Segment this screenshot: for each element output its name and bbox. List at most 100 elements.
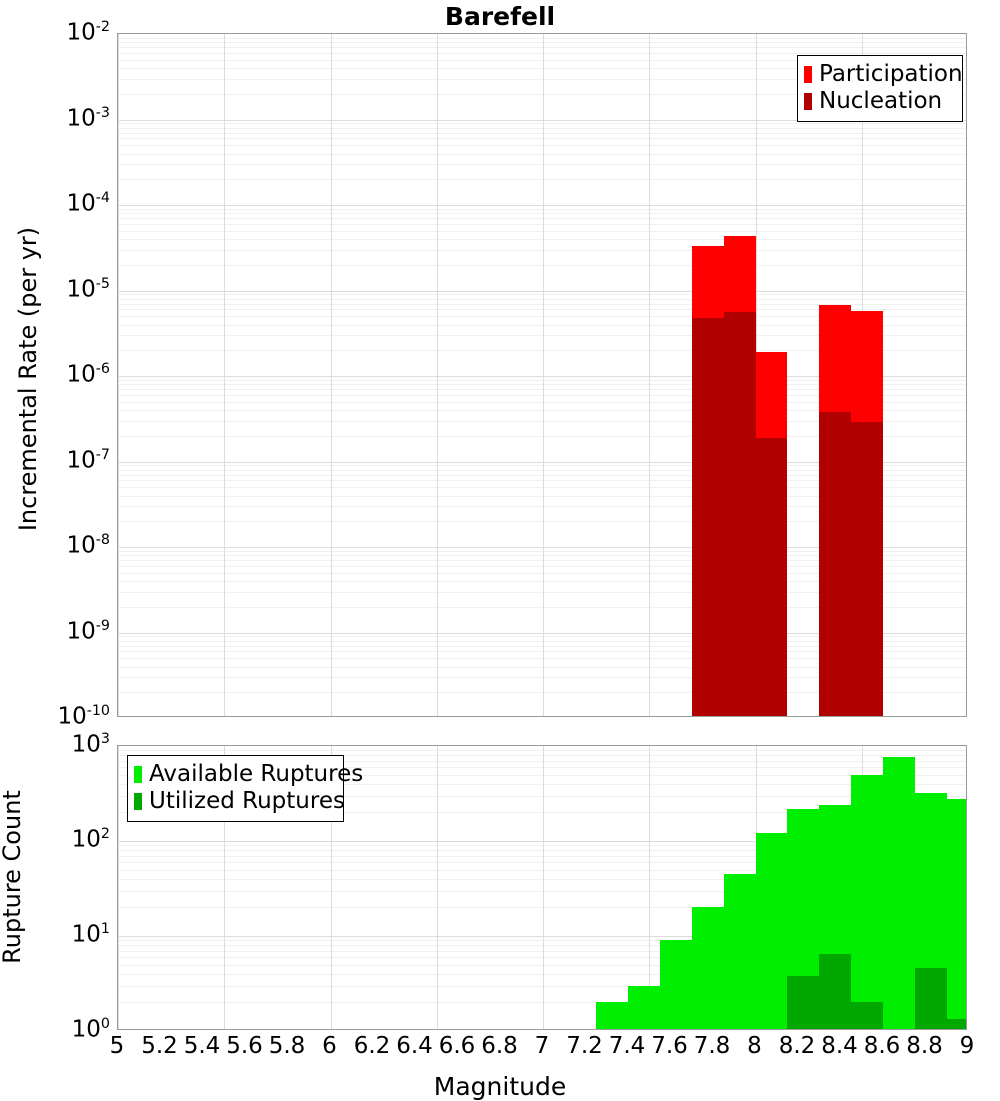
gridline-horizontal xyxy=(118,133,966,134)
x-axis-title: Magnitude xyxy=(0,1072,1000,1101)
gridline-horizontal xyxy=(118,239,966,240)
gridline-horizontal xyxy=(118,294,966,295)
gridline-vertical xyxy=(118,34,119,716)
x-tick: 7.8 xyxy=(694,1035,731,1058)
incremental-rate-plot-area xyxy=(117,33,967,717)
legend-label: Available Ruptures xyxy=(149,763,363,786)
x-tick: 7.2 xyxy=(566,1035,603,1058)
bottom-y-tick: 101 xyxy=(2,924,110,947)
x-tick: 6.4 xyxy=(396,1035,433,1058)
gridline-horizontal xyxy=(118,291,966,292)
top-y-tick: 10-2 xyxy=(2,22,110,45)
gridline-vertical xyxy=(437,746,438,1029)
available-ruptures-bar xyxy=(596,1002,628,1030)
rupture-count-panel: Rupture Count 103102101100 Available Rup… xyxy=(0,735,1000,1100)
legend-item[interactable]: Available Ruptures xyxy=(134,761,335,788)
gridline-horizontal xyxy=(118,250,966,251)
utilized-ruptures-bar xyxy=(819,954,851,1030)
top-y-tick-labels: 10-210-310-410-510-610-710-810-910-10 xyxy=(0,0,110,735)
x-tick: 6 xyxy=(322,1035,337,1058)
available-ruptures-bar xyxy=(851,775,883,1030)
x-tick: 8.6 xyxy=(864,1035,901,1058)
gridline-horizontal xyxy=(118,224,966,225)
gridline-horizontal xyxy=(118,47,966,48)
x-tick: 6.2 xyxy=(354,1035,391,1058)
incremental-rate-panel: Incremental Rate (per yr) 10-210-310-410… xyxy=(0,0,1000,735)
legend-label: Nucleation xyxy=(819,90,942,113)
gridline-horizontal xyxy=(118,53,966,54)
gridline-horizontal xyxy=(118,38,966,39)
gridline-horizontal xyxy=(118,213,966,214)
nucleation-bar xyxy=(756,438,788,717)
gridline-horizontal xyxy=(118,299,966,300)
top-y-tick: 10-9 xyxy=(2,620,110,643)
top-y-tick: 10-7 xyxy=(2,449,110,472)
gridline-horizontal xyxy=(118,179,966,180)
x-tick: 6.8 xyxy=(481,1035,518,1058)
available-ruptures-bar xyxy=(947,799,967,1030)
bottom-y-tick: 103 xyxy=(2,734,110,757)
gridline-horizontal xyxy=(118,42,966,43)
gridline-horizontal xyxy=(118,265,966,266)
x-tick: 6.6 xyxy=(439,1035,476,1058)
gridline-vertical xyxy=(331,34,332,716)
x-tick: 5.4 xyxy=(184,1035,221,1058)
x-tick: 5.8 xyxy=(269,1035,306,1058)
x-tick: 5.6 xyxy=(226,1035,263,1058)
gridline-horizontal xyxy=(118,164,966,165)
legend-item[interactable]: Nucleation xyxy=(804,88,954,115)
gridline-horizontal xyxy=(118,209,966,210)
gridline-horizontal xyxy=(118,123,966,124)
gridline-horizontal xyxy=(118,205,966,206)
bottom-y-tick: 102 xyxy=(2,829,110,852)
nucleation-bar xyxy=(692,318,724,717)
top-y-tick: 10-3 xyxy=(2,107,110,130)
utilized-ruptures-bar xyxy=(915,968,947,1030)
gridline-horizontal xyxy=(118,750,966,751)
nucleation-swatch xyxy=(804,93,812,110)
gridline-horizontal xyxy=(118,128,966,129)
gridline-horizontal xyxy=(118,218,966,219)
x-tick: 7.6 xyxy=(651,1035,688,1058)
participation-swatch xyxy=(804,66,812,83)
x-tick: 7 xyxy=(535,1035,550,1058)
gridline-vertical xyxy=(543,34,544,716)
available-ruptures-bar xyxy=(692,907,724,1030)
x-tick: 5 xyxy=(110,1035,125,1058)
top-y-tick: 10-8 xyxy=(2,535,110,558)
nucleation-bar xyxy=(724,312,756,717)
utilized-ruptures-bar xyxy=(851,1002,883,1030)
gridline-horizontal xyxy=(118,138,966,139)
available-ruptures-swatch xyxy=(134,766,142,783)
available-ruptures-bar xyxy=(660,940,692,1030)
nucleation-bar xyxy=(819,412,851,717)
rupture-count-legend[interactable]: Available RupturesUtilized Ruptures xyxy=(127,755,344,822)
x-tick: 7.4 xyxy=(609,1035,646,1058)
available-ruptures-bar xyxy=(628,986,660,1030)
legend-label: Utilized Ruptures xyxy=(149,790,345,813)
x-tick: 8 xyxy=(747,1035,762,1058)
x-tick: 8.2 xyxy=(779,1035,816,1058)
x-tick: 9 xyxy=(960,1035,975,1058)
available-ruptures-bar xyxy=(883,757,915,1030)
utilized-ruptures-swatch xyxy=(134,793,142,810)
incremental-rate-legend[interactable]: ParticipationNucleation xyxy=(797,55,963,122)
gridline-horizontal xyxy=(118,231,966,232)
available-ruptures-bar xyxy=(756,833,788,1030)
x-tick: 8.4 xyxy=(821,1035,858,1058)
gridline-vertical xyxy=(649,34,650,716)
gridline-horizontal xyxy=(118,145,966,146)
bottom-y-tick-labels: 103102101100 xyxy=(0,735,110,1035)
top-y-tick: 10-4 xyxy=(2,193,110,216)
x-tick-labels: 55.25.45.65.866.26.46.66.877.27.47.67.88… xyxy=(0,1035,1000,1069)
legend-label: Participation xyxy=(819,63,963,86)
legend-item[interactable]: Utilized Ruptures xyxy=(134,788,335,815)
x-tick: 8.8 xyxy=(906,1035,943,1058)
gridline-vertical xyxy=(543,746,544,1029)
gridline-horizontal xyxy=(118,154,966,155)
gridline-vertical xyxy=(437,34,438,716)
available-ruptures-bar xyxy=(724,874,756,1030)
legend-item[interactable]: Participation xyxy=(804,61,954,88)
nucleation-bar xyxy=(851,422,883,717)
top-y-tick: 10-5 xyxy=(2,278,110,301)
